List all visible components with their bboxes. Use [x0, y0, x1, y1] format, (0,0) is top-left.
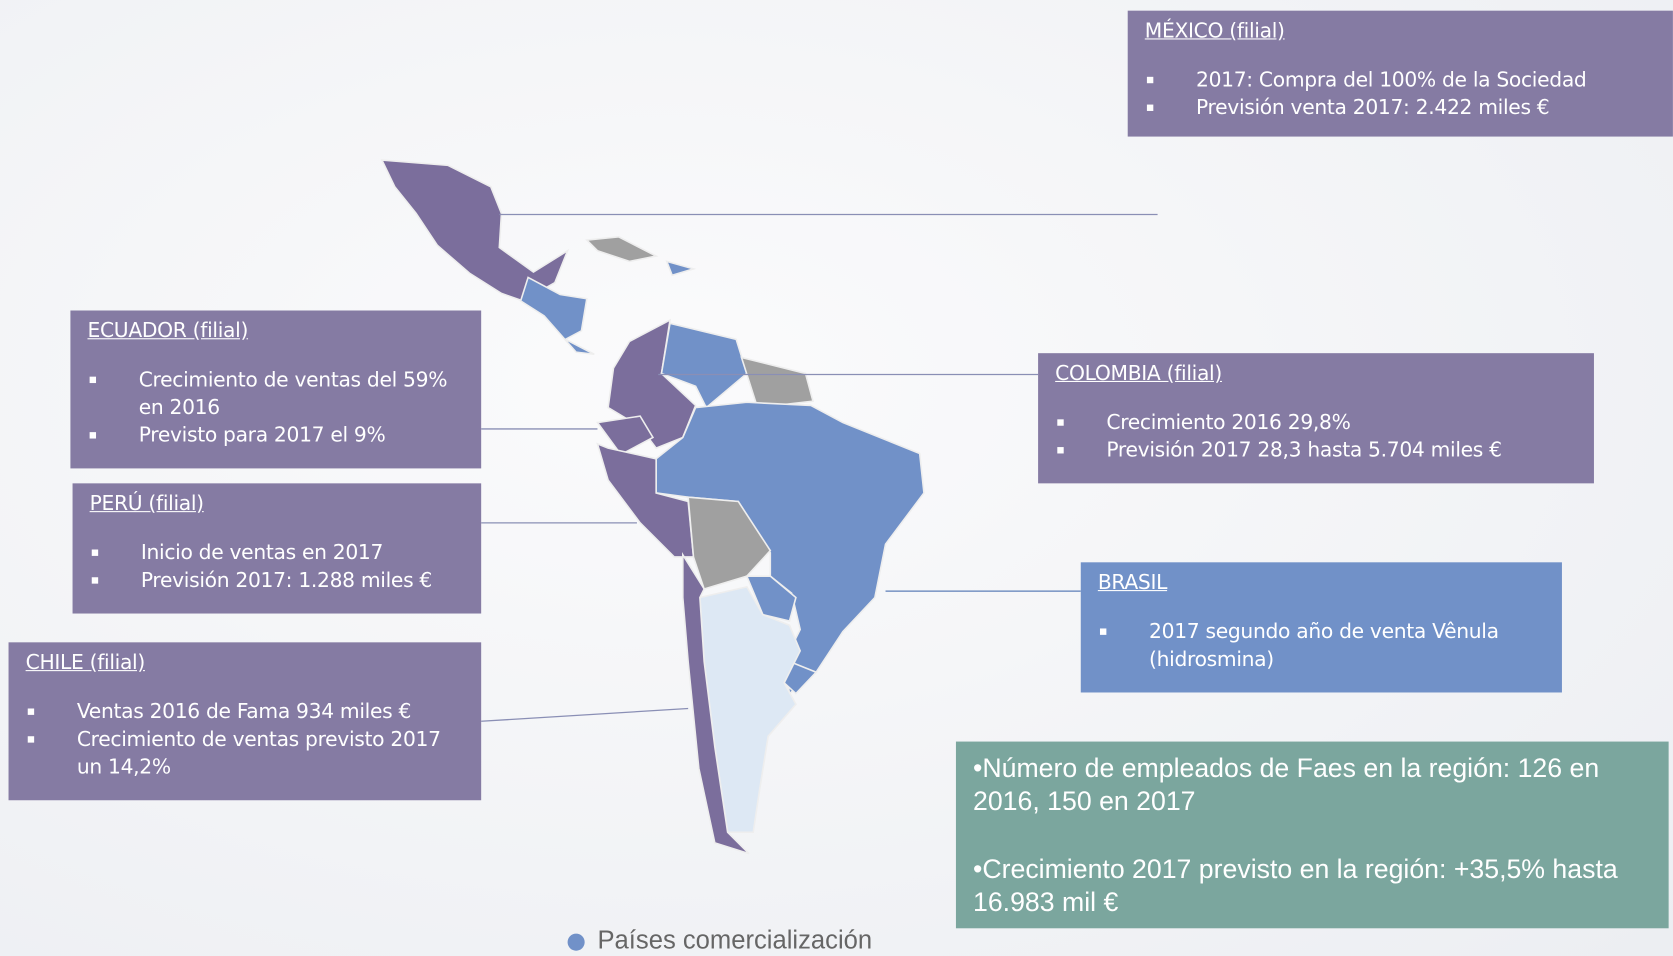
connector: [481, 707, 689, 722]
bullet: 2017: Compra del 100% de la Sociedad: [1145, 66, 1656, 94]
box-title: MÉXICO (filial): [1144, 19, 1285, 43]
box-title: PERÚ (filial): [89, 491, 204, 516]
box-title: COLOMBIA (filial): [1055, 361, 1222, 386]
info-box: ECUADOR (filial) Crecimiento de ventas d…: [70, 310, 482, 469]
box-title: BRASIL: [1097, 570, 1168, 595]
info-box: CHILE (filial) Ventas 2016 de Fama 934 m…: [8, 642, 482, 801]
caribbean: [585, 236, 659, 263]
info-box: COLOMBIA (filial) Crecimiento 2016 29,8%…: [1038, 353, 1594, 484]
summary-box: •Número de empleados de Faes en la regió…: [955, 741, 1669, 929]
info-box: MÉXICO (filial) 2017: Compra del 100% de…: [1127, 10, 1673, 137]
dominican: [665, 260, 697, 277]
bullet: Crecimiento de ventas previsto 2017 un 1…: [26, 726, 464, 781]
bullet: 2017 segundo año de venta Vênula (hidros…: [1098, 618, 1545, 673]
bullet: Previsión 2017: 1.288 miles €: [90, 567, 464, 595]
bullet: Ventas 2016 de Fama 934 miles €: [26, 698, 464, 726]
legend-label: Países comercialización: [597, 926, 873, 955]
bullet: Previsión venta 2017: 2.422 miles €: [1145, 94, 1656, 122]
bullet: Inicio de ventas en 2017: [90, 539, 464, 567]
info-box: PERÚ (filial) Inicio de ventas en 2017 Pr…: [72, 483, 482, 614]
info-box: BRASIL 2017 segundo año de venta Vênula …: [1080, 562, 1562, 693]
bullet: Crecimiento 2016 29,8%: [1055, 409, 1577, 437]
box-title: CHILE (filial): [25, 650, 146, 675]
bullet: Crecimiento de ventas del 59% en 2016: [87, 366, 464, 421]
central-america: [519, 276, 595, 356]
summary-text: •Crecimiento 2017 previsto en la región:…: [973, 854, 1618, 918]
bullet: Previsión 2017 28,3 hasta 5.704 miles €: [1055, 436, 1577, 464]
ecuador: [596, 415, 655, 456]
mexico: [380, 159, 570, 302]
box-title: ECUADOR (filial): [87, 319, 249, 343]
summary-text: •Número de empleados de Faes en la regió…: [973, 753, 1600, 817]
bullet: Previsto para 2017 el 9%: [87, 421, 464, 449]
paraguay: [745, 575, 797, 622]
guyanas: [740, 356, 814, 409]
chile: [682, 552, 750, 855]
legend-dot: [567, 933, 585, 951]
